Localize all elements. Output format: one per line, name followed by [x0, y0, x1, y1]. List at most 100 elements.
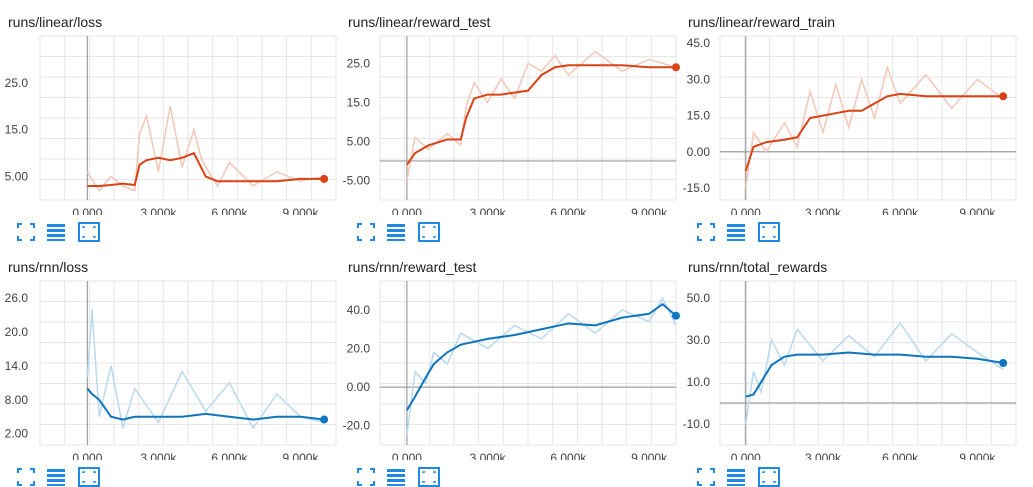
y-tick-label: 5.00 [5, 170, 29, 184]
log-scale-icon [387, 224, 405, 241]
series-end-point [672, 63, 680, 72]
chart-card: runs/rnn/reward_test 0.000 3.000k 6.000k 9.0… [340, 245, 680, 487]
expand-button[interactable] [356, 467, 376, 487]
line-chart: 0.000 3.000k 6.000k 9.000k -20.0 0.00 20.0 40.0 [343, 280, 680, 460]
fit-domain-icon [418, 467, 440, 487]
series-end-point [320, 174, 329, 183]
y-tick-label: 45.0 [687, 36, 711, 50]
x-tick-label: 9.000k [959, 206, 996, 215]
raw-series-line [744, 321, 1004, 425]
x-tick-label: 9.000k [959, 451, 996, 460]
chart-title: runs/rnn/reward_test [348, 259, 477, 275]
y-tick-label: 40.0 [347, 303, 371, 317]
log-scale-icon [47, 224, 65, 241]
y-tick-label: 15.0 [687, 109, 711, 123]
grid-lines [719, 35, 1017, 201]
x-tick-label: 9.000k [282, 206, 319, 215]
log-scale-icon [387, 469, 405, 486]
y-tick-label: 25.0 [347, 56, 371, 70]
x-tick-label: 0.000 [392, 206, 422, 215]
fit-domain-button[interactable] [758, 222, 780, 242]
log-scale-button[interactable] [726, 222, 746, 242]
chart-card: runs/rnn/loss 0.000 3.000k 6.000k 9.000k 2.00… [0, 245, 340, 487]
chart-title: runs/linear/reward_test [348, 14, 491, 30]
smoothed-series-line [406, 302, 677, 411]
y-tick-label: 50.0 [687, 291, 711, 305]
line-chart: 0.000 3.000k 6.000k 9.000k -10.0 10.0 30.0 50.0 [683, 280, 1017, 460]
y-tick-label: 20.0 [347, 342, 371, 356]
x-tick-label: 9.000k [282, 451, 319, 460]
x-tick-label: 0.000 [392, 451, 422, 460]
raw-series-line [406, 50, 677, 181]
x-tick-label: 9.000k [631, 206, 668, 215]
y-tick-label: -10.0 [683, 417, 711, 431]
expand-icon [357, 468, 375, 486]
smoothed-series-line [744, 92, 1004, 172]
expand-button[interactable] [696, 467, 716, 487]
fit-domain-icon [758, 222, 780, 242]
grid-lines [719, 280, 1017, 446]
series-end-point [999, 359, 1008, 367]
smoothed-series-line [406, 64, 676, 166]
fit-domain-button[interactable] [418, 222, 440, 242]
y-tick-label: 10.0 [687, 375, 711, 389]
y-tick-label: 25.0 [5, 76, 29, 90]
y-tick-label: 15.0 [5, 123, 29, 137]
expand-icon [697, 223, 715, 241]
raw-series-line [744, 64, 1004, 189]
raw-series-line [86, 309, 325, 430]
x-tick-label: 3.000k [470, 451, 507, 460]
x-tick-label: 3.000k [470, 206, 507, 215]
fit-domain-button[interactable] [418, 467, 440, 487]
chart-title: runs/linear/reward_train [688, 14, 836, 30]
fit-domain-icon [78, 467, 100, 487]
log-scale-icon [727, 224, 745, 241]
chart-title: runs/linear/loss [8, 14, 103, 30]
y-tick-label: 15.0 [347, 95, 371, 109]
log-scale-button[interactable] [46, 222, 66, 242]
grid-lines [379, 35, 677, 201]
log-scale-button[interactable] [386, 467, 406, 487]
grid-lines [379, 280, 677, 446]
y-tick-label: -15.0 [683, 181, 711, 195]
expand-button[interactable] [16, 467, 36, 487]
fit-domain-button[interactable] [78, 222, 100, 242]
log-scale-button[interactable] [726, 467, 746, 487]
chart-title: runs/rnn/loss [8, 259, 89, 275]
fit-domain-button[interactable] [758, 467, 780, 487]
x-tick-label: 3.000k [140, 451, 177, 460]
series-end-point [320, 415, 329, 424]
grid-lines [39, 280, 337, 446]
line-chart: 0.000 3.000k 6.000k 9.000k -15.0 0.00 15.0 30.0… [683, 35, 1017, 215]
fit-domain-button[interactable] [78, 467, 100, 487]
expand-button[interactable] [696, 222, 716, 242]
y-tick-label: 26.0 [5, 291, 29, 305]
x-tick-label: 0.000 [731, 451, 761, 460]
x-tick-label: 3.000k [805, 206, 842, 215]
y-tick-label: -5.00 [343, 173, 371, 187]
expand-button[interactable] [16, 222, 36, 242]
expand-icon [17, 468, 35, 486]
expand-icon [357, 223, 375, 241]
smoothed-series-line [745, 351, 1004, 398]
y-tick-label: 30.0 [687, 333, 711, 347]
expand-button[interactable] [356, 222, 376, 242]
log-scale-button[interactable] [386, 222, 406, 242]
series-end-point [999, 92, 1008, 101]
x-tick-label: 6.000k [882, 206, 919, 215]
line-chart: 0.000 3.000k 6.000k 9.000k -5.00 5.00 15.0 25.0 [343, 35, 680, 215]
log-scale-icon [47, 469, 65, 486]
expand-icon [697, 468, 715, 486]
y-tick-label: 0.00 [347, 380, 371, 394]
x-tick-label: 0.000 [72, 451, 102, 460]
y-tick-label: 2.00 [5, 427, 29, 441]
x-tick-label: 6.000k [211, 206, 248, 215]
series-end-point [672, 311, 680, 320]
raw-series-line [86, 106, 325, 192]
y-tick-label: -20.0 [343, 419, 371, 433]
log-scale-button[interactable] [46, 467, 66, 487]
line-chart: 0.000 3.000k 6.000k 9.000k 2.00 8.00 14.0 20.0 2… [5, 280, 337, 460]
grid-lines [39, 35, 337, 201]
x-tick-label: 6.000k [550, 206, 587, 215]
fit-domain-icon [78, 222, 100, 242]
